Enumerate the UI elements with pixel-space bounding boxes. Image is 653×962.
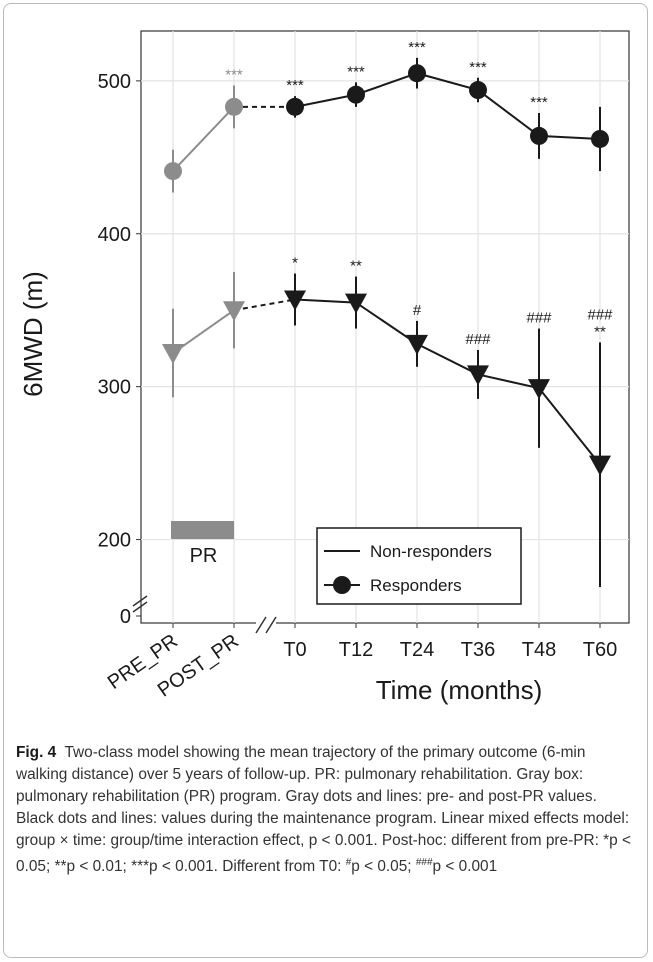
point bbox=[345, 293, 367, 314]
y-axis-label: 6MWD (m) bbox=[18, 271, 48, 397]
y-tick-label: 500 bbox=[98, 71, 131, 93]
point bbox=[223, 301, 245, 322]
caption-text: Two-class model showing the mean traject… bbox=[16, 744, 631, 875]
point bbox=[286, 97, 304, 116]
pr-label: PR bbox=[190, 545, 218, 567]
x-axis-break-gap bbox=[256, 621, 276, 626]
significance-label: *** bbox=[408, 39, 426, 56]
legend-marker bbox=[333, 576, 351, 594]
point bbox=[408, 64, 426, 83]
x-tick-label: T60 bbox=[583, 639, 617, 661]
point bbox=[225, 97, 243, 116]
x-axis-label: Time (months) bbox=[376, 675, 543, 705]
legend-label: Non-responders bbox=[370, 542, 492, 561]
point bbox=[164, 162, 182, 181]
x-tick-label: T48 bbox=[522, 639, 556, 661]
chart: 6MWD (m) Time (months) 0200300400500PRE_… bbox=[18, 30, 630, 705]
x-tick-label: T36 bbox=[461, 639, 495, 661]
significance-label: ** bbox=[350, 258, 362, 275]
significance-label: ### bbox=[465, 331, 491, 348]
legend-label: Responders bbox=[370, 576, 462, 595]
caption: Fig. 4 Two-class model showing the mean … bbox=[16, 742, 638, 878]
y-tick-label: 400 bbox=[98, 224, 131, 246]
significance-label: *** bbox=[469, 59, 487, 76]
series-segment bbox=[233, 298, 296, 312]
figure: 6MWD (m) Time (months) 0 200 300 400 500 PRE_… bbox=[3, 3, 648, 958]
significance-label: *** bbox=[225, 66, 243, 83]
y-axis-break bbox=[132, 595, 148, 613]
point bbox=[162, 344, 184, 365]
significance-label: # bbox=[413, 302, 422, 319]
point bbox=[528, 379, 550, 400]
y-tick-label: 200 bbox=[98, 530, 131, 552]
caption-superscript: # bbox=[345, 857, 352, 868]
point bbox=[530, 126, 548, 145]
point bbox=[469, 81, 487, 100]
series-line bbox=[294, 72, 601, 140]
x-tick-label: T24 bbox=[400, 639, 434, 661]
significance-label: *** bbox=[530, 94, 548, 111]
point bbox=[284, 290, 306, 311]
caption-segment: p < 0.001 bbox=[432, 858, 498, 876]
significance-label: *** bbox=[286, 77, 304, 94]
point bbox=[589, 455, 611, 476]
significance-label: ### bbox=[526, 310, 552, 327]
series-segment bbox=[172, 106, 235, 172]
y-tick-label: 0 bbox=[120, 606, 131, 628]
caption-segment: Two-class model showing the mean traject… bbox=[16, 744, 631, 876]
series-segment bbox=[172, 309, 235, 354]
x-tick-label: T12 bbox=[339, 639, 373, 661]
point bbox=[347, 85, 365, 104]
point bbox=[591, 129, 609, 148]
caption-label: Fig. 4 bbox=[16, 744, 57, 761]
significance-label: * bbox=[292, 255, 298, 272]
legend bbox=[316, 527, 522, 605]
pr-box bbox=[171, 521, 234, 539]
significance-label: ** bbox=[594, 323, 606, 340]
caption-segment: p < 0.05; bbox=[351, 858, 416, 876]
caption-superscript: ### bbox=[415, 857, 433, 868]
y-tick-label: 300 bbox=[98, 377, 131, 399]
x-axis-break bbox=[255, 616, 277, 634]
point bbox=[467, 365, 489, 386]
point bbox=[406, 334, 428, 355]
significance-label: ### bbox=[587, 306, 613, 323]
series-line bbox=[294, 298, 601, 466]
x-tick-label: T0 bbox=[283, 639, 306, 661]
significance-label: *** bbox=[347, 63, 365, 80]
